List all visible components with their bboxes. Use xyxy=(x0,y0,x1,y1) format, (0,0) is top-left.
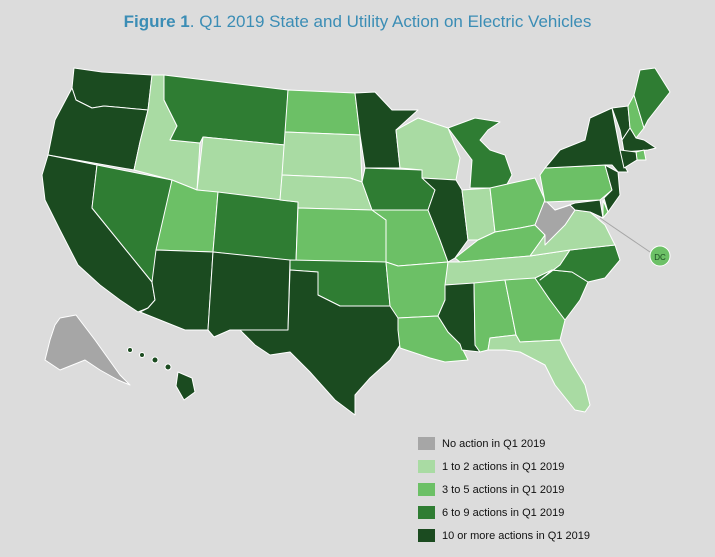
legend-item-1-2: 1 to 2 actions in Q1 2019 xyxy=(418,455,590,478)
figure-title: Figure 1. Q1 2019 State and Utility Acti… xyxy=(0,12,715,32)
legend-label: 6 to 9 actions in Q1 2019 xyxy=(442,506,565,519)
legend-label: 10 or more actions in Q1 2019 xyxy=(442,529,590,542)
state-SD[interactable] xyxy=(281,131,363,183)
dc-leader-line xyxy=(599,217,651,253)
dc-label: DC xyxy=(654,253,666,262)
state-MT[interactable] xyxy=(163,74,289,146)
state-TX[interactable] xyxy=(239,269,401,416)
state-MI[interactable] xyxy=(447,117,513,189)
state-AR[interactable] xyxy=(385,261,449,319)
state-ME[interactable] xyxy=(633,67,671,129)
state-IL[interactable] xyxy=(421,177,469,263)
state-DC[interactable] xyxy=(649,245,671,267)
state-CT[interactable] xyxy=(619,149,638,169)
state-DE[interactable] xyxy=(602,199,609,219)
legend-swatch xyxy=(418,529,435,542)
legend-swatch xyxy=(418,483,435,496)
figure-caption: . Q1 2019 State and Utility Action on El… xyxy=(189,12,592,31)
legend-label: 3 to 5 actions in Q1 2019 xyxy=(442,483,565,496)
state-AK[interactable] xyxy=(44,314,131,386)
legend-item-3-5: 3 to 5 actions in Q1 2019 xyxy=(418,478,590,501)
state-CO[interactable] xyxy=(212,191,299,263)
state-RI[interactable] xyxy=(635,149,647,161)
legend-swatch xyxy=(418,460,435,473)
state-FL[interactable] xyxy=(487,334,591,413)
state-WY[interactable] xyxy=(196,136,286,201)
state-NM[interactable] xyxy=(207,251,291,338)
legend-label: No action in Q1 2019 xyxy=(442,437,546,450)
figure-number: Figure 1 xyxy=(123,12,190,31)
legend-swatch xyxy=(418,506,435,519)
legend: No action in Q1 2019 1 to 2 actions in Q… xyxy=(418,432,590,547)
state-PA[interactable] xyxy=(539,164,613,203)
state-NH[interactable] xyxy=(627,94,645,139)
legend-item-6-9: 6 to 9 actions in Q1 2019 xyxy=(418,501,590,524)
legend-item-10-plus: 10 or more actions in Q1 2019 xyxy=(418,524,590,547)
state-IN[interactable] xyxy=(461,187,496,241)
state-ND[interactable] xyxy=(284,89,361,136)
state-HI[interactable] xyxy=(127,347,196,401)
legend-item-none: No action in Q1 2019 xyxy=(418,432,590,455)
state-MD[interactable] xyxy=(554,199,604,219)
state-KS[interactable] xyxy=(295,207,387,263)
state-NC[interactable] xyxy=(539,244,621,283)
legend-label: 1 to 2 actions in Q1 2019 xyxy=(442,460,565,473)
legend-swatch xyxy=(418,437,435,450)
